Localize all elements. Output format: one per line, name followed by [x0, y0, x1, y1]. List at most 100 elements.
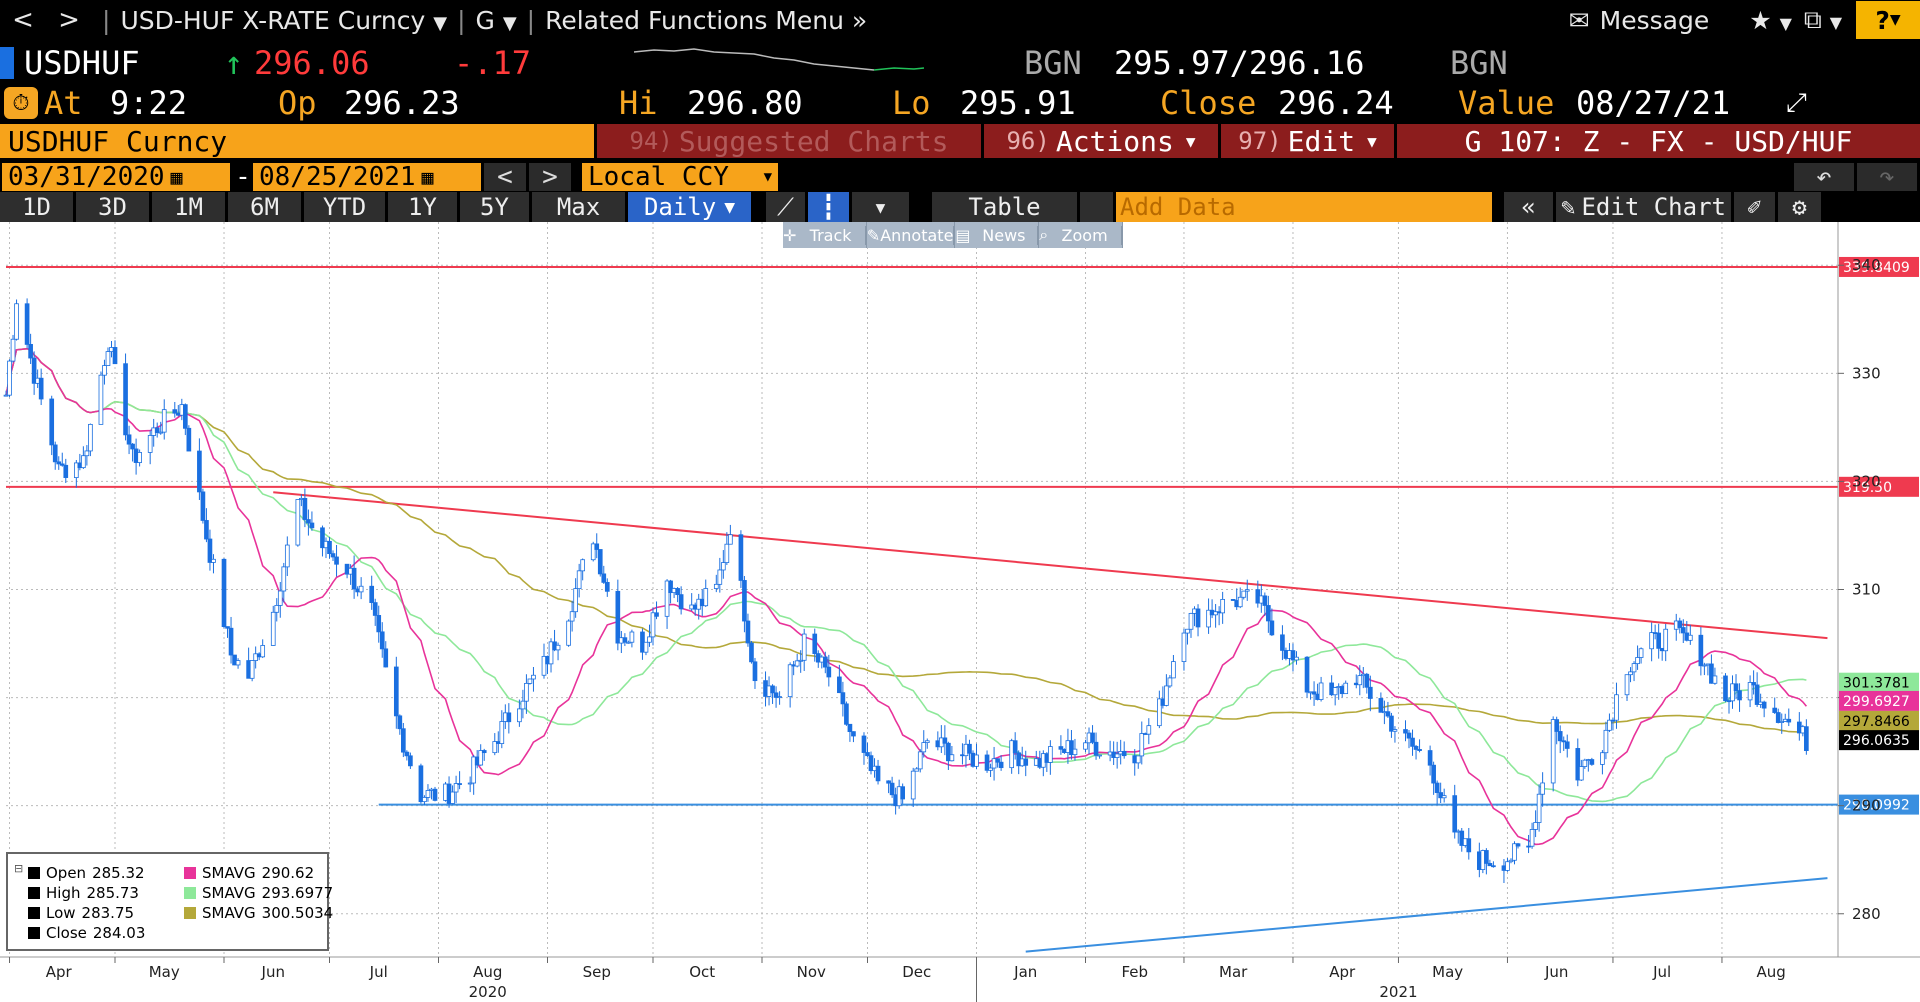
- legend-open: Open 285.32: [28, 864, 145, 882]
- candle-body: [471, 756, 477, 784]
- x-tick-label: Jan: [1013, 963, 1037, 981]
- candle-body: [900, 786, 905, 800]
- favorites-star-icon[interactable]: ★ ▼: [1749, 5, 1792, 35]
- suggested-charts-button[interactable]: 94) Suggested Charts: [594, 124, 981, 158]
- actions-button[interactable]: 96) Actions ▼: [981, 124, 1218, 158]
- edit-chart-button[interactable]: ✎ Edit Chart: [1556, 192, 1734, 222]
- help-button[interactable]: ? ▼: [1856, 1, 1920, 39]
- candle-body: [1167, 677, 1173, 687]
- function-menu[interactable]: G ▼: [476, 6, 517, 35]
- help-label: ?: [1875, 5, 1890, 35]
- track-tool[interactable]: ✛ Track: [783, 222, 867, 248]
- period-1m[interactable]: 1M: [152, 192, 228, 222]
- candle-body: [295, 499, 301, 546]
- start-date-field[interactable]: 03/31/2020 ▦: [2, 162, 230, 192]
- chart-launch-icon[interactable]: ⤢: [1786, 87, 1807, 118]
- candle-body: [478, 750, 484, 766]
- candle-body: [123, 363, 128, 436]
- candle-body: [481, 750, 487, 754]
- add-data-input[interactable]: Add Data: [1116, 192, 1492, 222]
- legend-collapse-icon[interactable]: ⊟: [14, 862, 24, 875]
- candle-body: [327, 540, 332, 555]
- candle-body: [713, 583, 719, 589]
- frequency-select[interactable]: Daily ▼: [628, 192, 754, 222]
- bid-ask: 295.97/296.16: [1114, 44, 1365, 82]
- candle-body: [1244, 589, 1250, 592]
- candle-body: [38, 377, 44, 400]
- candle-body: [1628, 671, 1633, 676]
- line-chart-button[interactable]: ⟋: [766, 192, 808, 222]
- y-tick-label: 310: [1852, 581, 1881, 599]
- candle-body: [404, 751, 410, 757]
- chevron-down-icon: ▼: [1367, 131, 1377, 151]
- candle-body: [225, 626, 230, 629]
- related-functions-menu[interactable]: Related Functions Menu »: [545, 6, 867, 35]
- undo-button[interactable]: ↶: [1794, 162, 1854, 192]
- calendar-icon[interactable]: ▦: [421, 165, 434, 189]
- candle-body: [1406, 732, 1412, 739]
- chart-settings-button[interactable]: ✐: [1734, 192, 1778, 222]
- period-max[interactable]: Max: [532, 192, 628, 222]
- clock-icon: ⏱: [4, 87, 38, 119]
- y-tick-label: 330: [1852, 364, 1881, 382]
- legend-low: Low 283.75: [28, 904, 134, 922]
- candle-chart-button[interactable]: ┇: [808, 192, 852, 222]
- settings-button[interactable]: ⚙: [1778, 192, 1824, 222]
- candle-body: [1466, 838, 1472, 853]
- candle-body: [1181, 632, 1187, 662]
- security-field[interactable]: USDHUF Curncy: [0, 124, 594, 158]
- legend-sma3: SMAVG 300.5034: [184, 904, 333, 922]
- period-6m[interactable]: 6M: [228, 192, 304, 222]
- period-1d[interactable]: 1D: [0, 192, 76, 222]
- candle-body: [1438, 792, 1443, 799]
- candle-body: [7, 360, 12, 396]
- x-tick-label: Feb: [1121, 963, 1148, 981]
- candle-body: [393, 666, 399, 717]
- candle-body: [1048, 746, 1053, 763]
- calendar-icon[interactable]: ▦: [170, 165, 183, 189]
- candle-body: [425, 790, 431, 798]
- candle-body: [527, 678, 533, 684]
- candle-body: [1589, 759, 1595, 765]
- currency-select[interactable]: Local CCY ▼: [582, 162, 778, 192]
- candle-body: [1392, 729, 1398, 732]
- edit-button[interactable]: 97) Edit ▼: [1218, 124, 1394, 158]
- launch-window-icon[interactable]: ⧉ ▼: [1803, 5, 1842, 34]
- candle-body: [492, 741, 498, 754]
- candle-body: [358, 585, 364, 593]
- table-button[interactable]: Table: [932, 192, 1080, 222]
- x-tick-label: Nov: [797, 963, 826, 981]
- candle-body: [566, 620, 571, 646]
- annotate-tool[interactable]: ✎ Annotate: [867, 222, 956, 248]
- period-ytd[interactable]: YTD: [304, 192, 388, 222]
- x-tick-label: Apr: [1329, 963, 1356, 981]
- candle-body: [717, 569, 723, 585]
- candle-body: [844, 703, 849, 725]
- candle-body: [1804, 726, 1809, 751]
- security-menu[interactable]: USD-HUF X-RATE Curncy ▼: [120, 6, 447, 35]
- forward-button[interactable]: >: [58, 5, 80, 35]
- chart-type-dropdown[interactable]: ▼: [852, 192, 912, 222]
- prev-period-button[interactable]: <: [484, 162, 526, 192]
- period-5y[interactable]: 5Y: [460, 192, 532, 222]
- price-tag-bg: [1839, 730, 1919, 751]
- candle-body: [1452, 795, 1458, 833]
- message-button[interactable]: ✉ Message: [1569, 6, 1710, 35]
- candle-body: [1723, 675, 1728, 702]
- level-tag-label: 339.8409: [1843, 260, 1910, 276]
- period-1y[interactable]: 1Y: [388, 192, 460, 222]
- level-tag-label: 290.0992: [1843, 798, 1910, 814]
- zoom-tool[interactable]: ⌕ Zoom: [1039, 222, 1124, 248]
- redo-button[interactable]: ↷: [1857, 162, 1917, 192]
- sparkline-icon: [634, 48, 924, 71]
- back-button[interactable]: <: [12, 5, 34, 35]
- candle-body: [569, 611, 575, 622]
- news-tool[interactable]: ▤ News: [955, 222, 1040, 248]
- collapse-button[interactable]: «: [1504, 192, 1556, 222]
- next-period-button[interactable]: >: [529, 162, 571, 192]
- candle-body: [232, 654, 237, 666]
- period-3d[interactable]: 3D: [76, 192, 152, 222]
- end-date-field[interactable]: 08/25/2021 ▦: [253, 162, 481, 192]
